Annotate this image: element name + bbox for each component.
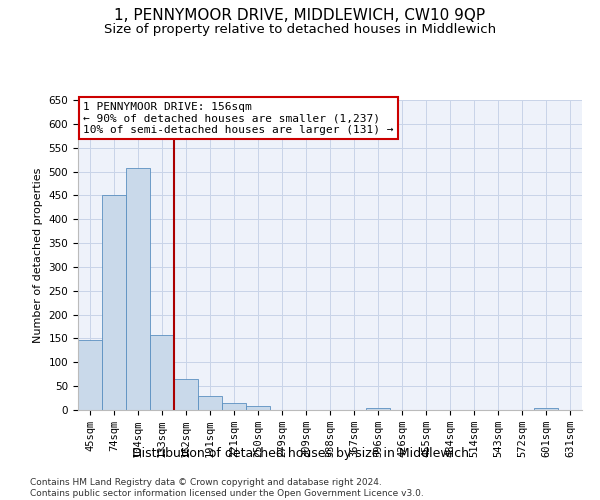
Text: Distribution of detached houses by size in Middlewich: Distribution of detached houses by size … xyxy=(131,448,469,460)
Bar xyxy=(126,168,150,410)
Text: 1 PENNYMOOR DRIVE: 156sqm
← 90% of detached houses are smaller (1,237)
10% of se: 1 PENNYMOOR DRIVE: 156sqm ← 90% of detac… xyxy=(83,102,394,134)
Y-axis label: Number of detached properties: Number of detached properties xyxy=(33,168,43,342)
Text: 1, PENNYMOOR DRIVE, MIDDLEWICH, CW10 9QP: 1, PENNYMOOR DRIVE, MIDDLEWICH, CW10 9QP xyxy=(115,8,485,22)
Bar xyxy=(246,406,270,410)
Bar xyxy=(150,334,174,410)
Bar xyxy=(102,196,126,410)
Bar xyxy=(534,408,558,410)
Text: Size of property relative to detached houses in Middlewich: Size of property relative to detached ho… xyxy=(104,22,496,36)
Bar xyxy=(78,340,102,410)
Text: Contains HM Land Registry data © Crown copyright and database right 2024.
Contai: Contains HM Land Registry data © Crown c… xyxy=(30,478,424,498)
Bar xyxy=(366,408,390,410)
Bar xyxy=(198,396,222,410)
Bar xyxy=(222,404,246,410)
Bar xyxy=(174,379,198,410)
